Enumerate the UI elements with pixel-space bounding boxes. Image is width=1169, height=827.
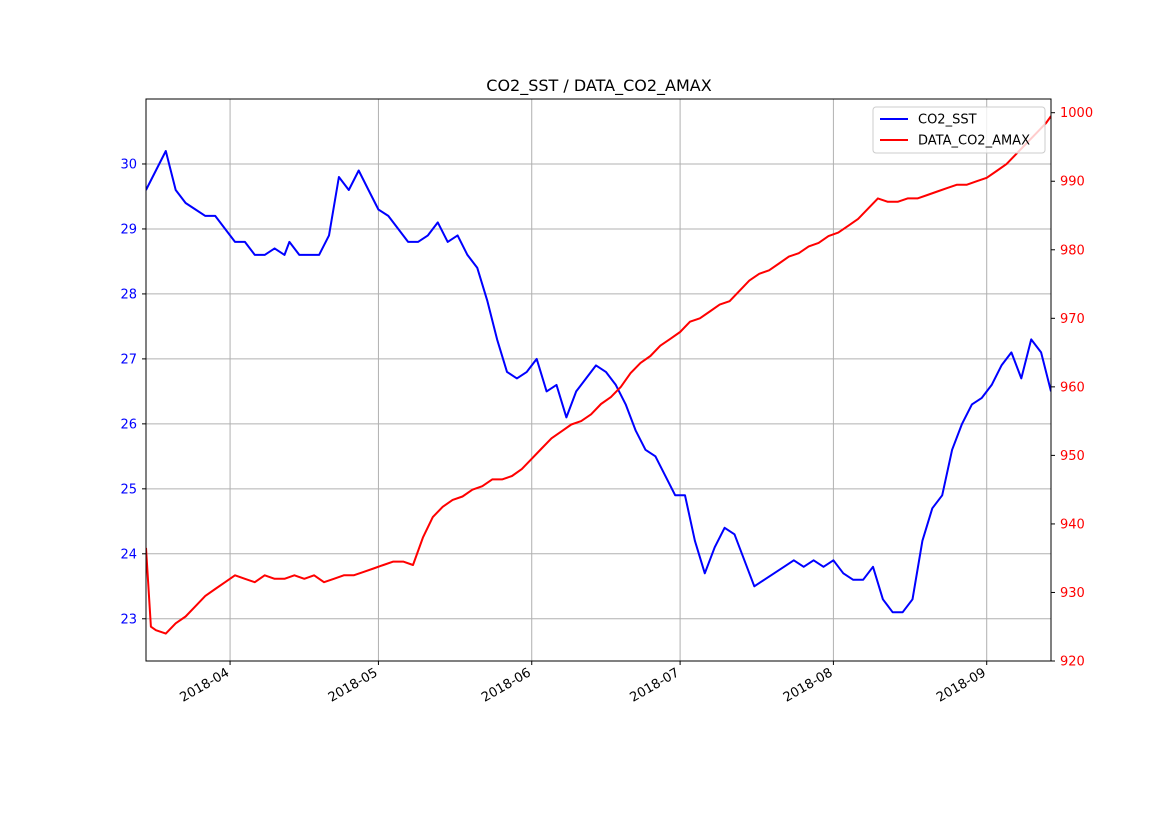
right-y-axis: 920 930 940 950 960 970 980 990 1000 [1051, 106, 1093, 670]
right-y-tick-label: 930 [1060, 586, 1085, 601]
left-y-tick-label: 23 [120, 612, 137, 627]
right-y-tick-label: 960 [1060, 380, 1085, 395]
left-y-tick-label: 27 [120, 352, 137, 367]
chart-title: CO2_SST / DATA_CO2_AMAX [486, 76, 711, 96]
legend-box [872, 106, 1046, 154]
left-y-tick-label: 24 [120, 547, 137, 562]
right-y-tick-label: 940 [1060, 517, 1085, 532]
left-y-tick-label: 29 [120, 222, 137, 237]
grid [146, 99, 1051, 661]
series-line-co2-sst [146, 150, 1051, 614]
plot-frame [145, 98, 1052, 662]
left-y-tick-label: 25 [120, 482, 137, 497]
left-y-axis: 23 24 25 26 27 28 29 30 [120, 157, 146, 627]
right-y-tick-label: 1000 [1060, 106, 1093, 121]
right-y-tick-label: 970 [1060, 312, 1085, 327]
right-y-tick-label: 980 [1060, 243, 1085, 258]
legend-label: CO2_SST [918, 113, 977, 128]
right-y-tick-label: 950 [1060, 449, 1085, 464]
series-line-data-co2-amax [146, 115, 1051, 635]
right-y-tick-label: 920 [1060, 655, 1085, 670]
left-y-tick-label: 26 [120, 417, 137, 432]
legend-label: DATA_CO2_AMAX [918, 134, 1030, 149]
left-y-tick-label: 30 [120, 157, 137, 172]
left-y-tick-label: 28 [120, 287, 137, 302]
legend: CO2_SST DATA_CO2_AMAX [872, 106, 1046, 154]
series-layer [146, 115, 1051, 635]
right-y-tick-label: 990 [1060, 175, 1085, 190]
